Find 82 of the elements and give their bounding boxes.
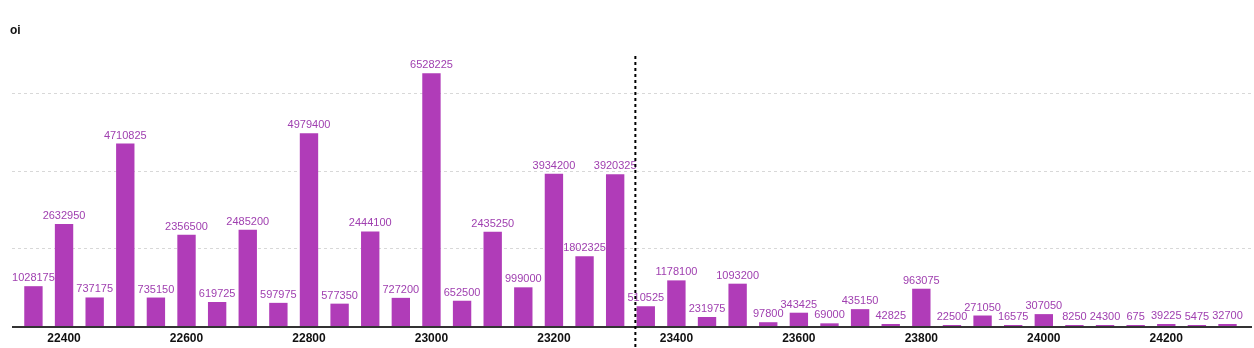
data-label: 3934200 [532,158,576,171]
bar [667,280,686,326]
data-label: 32700 [1212,309,1243,321]
data-label: 1028175 [12,271,55,284]
bar [728,283,747,326]
bar [269,302,288,326]
data-label: 8250 [1062,310,1087,322]
data-label: 1093200 [716,268,760,281]
data-label: 1802325 [563,241,606,254]
bar [85,297,104,326]
x-tick-label: 23600 [782,331,816,346]
x-tick-label: 23200 [537,331,571,346]
data-label: 597975 [260,287,297,300]
data-label: 999000 [504,272,542,285]
bar [483,231,502,326]
data-label: 24300 [1089,310,1121,322]
bar [146,297,166,326]
data-label: 39225 [1150,309,1182,321]
x-tick-label: 23800 [904,331,939,346]
bar [605,174,625,326]
data-label: 737175 [76,282,114,295]
bar [759,322,778,326]
data-label: 2632950 [42,209,86,222]
data-label: 4979400 [287,118,331,131]
data-label: 3920325 [593,159,637,172]
bar [422,73,441,326]
data-label: 271050 [964,300,1001,313]
bar [452,300,472,326]
data-label: 343425 [780,297,818,310]
data-label: 619725 [198,287,236,300]
bar [514,287,533,326]
bar [575,256,594,326]
y-axis-title: oi [10,23,21,37]
bar [820,323,839,326]
data-label: 69000 [814,308,845,321]
bar [116,143,135,326]
bar [912,288,931,326]
x-tick-label: 22800 [292,331,326,346]
bar [636,306,655,326]
bar [299,133,319,326]
bar [1034,314,1053,326]
bar [391,297,411,326]
bar [330,303,349,326]
data-label: 727200 [382,282,420,295]
data-label: 675 [1126,310,1145,322]
x-tick-label: 23000 [414,331,449,346]
x-tick-label: 24000 [1027,331,1061,346]
x-tick-label: 23400 [659,331,694,346]
x-tick-label: 24200 [1149,331,1184,346]
bar [850,309,870,326]
bar [789,312,809,326]
data-label: 963075 [902,273,940,286]
data-label: 231975 [688,302,726,315]
bar [238,229,257,326]
data-label: 510525 [627,291,665,304]
bar [973,315,992,326]
data-label: 2444100 [348,216,392,229]
data-label: 652500 [443,285,481,298]
bar [54,224,74,326]
bar [177,234,196,326]
data-label: 2435250 [471,216,515,229]
data-label: 2485200 [226,214,270,227]
data-label: 97800 [752,307,784,320]
data-label: 6528225 [410,58,453,71]
data-label: 307050 [1025,299,1063,312]
data-label: 16575 [997,310,1029,322]
bar [544,173,564,326]
data-label: 22500 [936,310,968,322]
data-label: 435150 [841,294,879,307]
bar [697,317,717,326]
data-label: 2356500 [165,219,208,232]
data-label: 5475 [1184,310,1210,322]
bar [24,286,43,326]
x-tick-label: 22600 [169,331,204,346]
data-label: 4710825 [103,128,147,141]
x-tick-label: 22400 [47,331,82,346]
data-label: 577350 [321,288,358,301]
bar [207,302,227,326]
data-label: 1178100 [655,265,698,278]
data-label: 42825 [875,309,907,321]
bar [361,231,380,326]
data-label: 735150 [137,282,175,295]
